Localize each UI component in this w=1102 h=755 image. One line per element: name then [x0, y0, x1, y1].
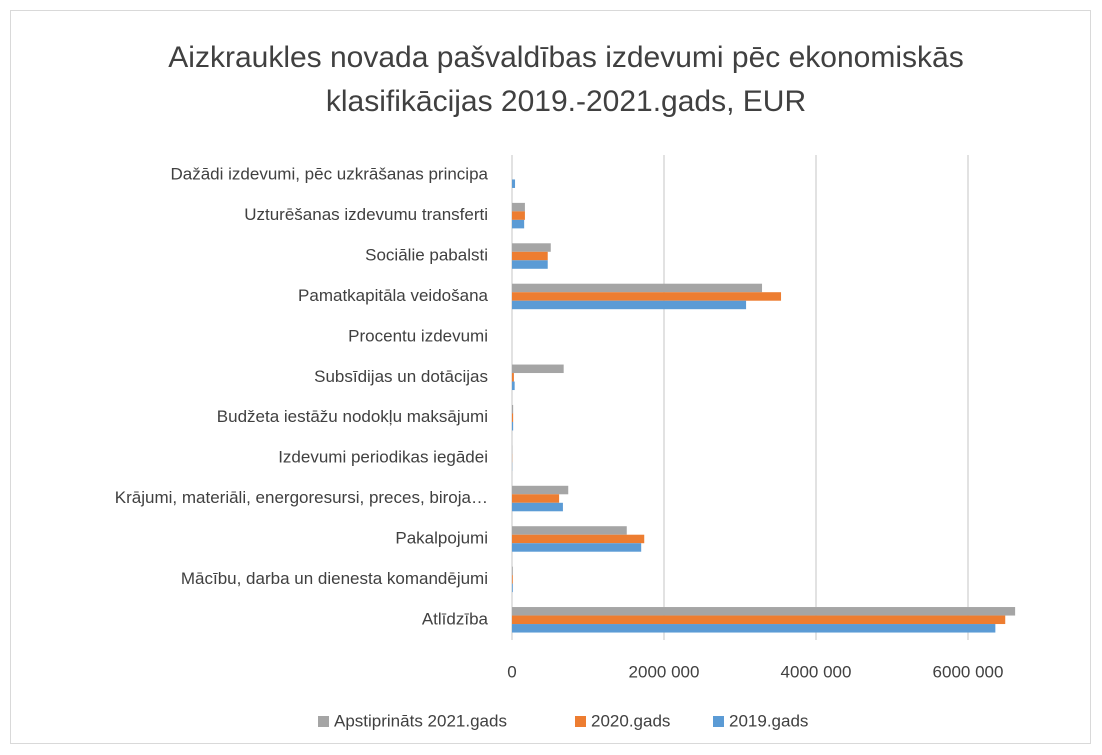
bar — [512, 615, 1006, 625]
bar — [512, 373, 514, 382]
legend-label: 2019.gads — [729, 711, 808, 730]
legend-label: 2020.gads — [591, 711, 670, 730]
x-tick-label: 2000 000 — [629, 662, 700, 681]
legend-swatch — [713, 716, 724, 727]
y-tick-label: Budžeta iestāžu nodokļu maksājumi — [217, 407, 488, 426]
bar — [512, 583, 513, 593]
y-tick-label: Uzturēšanas izdevumu transferti — [244, 205, 488, 224]
bar — [512, 485, 569, 495]
bar — [512, 494, 560, 503]
bar — [512, 526, 627, 535]
x-tick-label: 0 — [507, 662, 516, 681]
bar — [512, 219, 525, 229]
bar — [512, 607, 1016, 616]
bar — [512, 534, 645, 544]
bar — [512, 624, 996, 633]
bar — [512, 566, 513, 576]
y-tick-label: Atlīdzība — [422, 609, 489, 628]
y-tick-label: Pakalpojumi — [395, 528, 488, 547]
legend-swatch — [575, 716, 586, 727]
legend-swatch — [318, 716, 329, 727]
chart-title: Aizkraukles novada pašvaldības izdevumi … — [168, 41, 964, 118]
chart-border — [10, 10, 1091, 744]
bar — [512, 283, 763, 293]
bar — [512, 292, 782, 301]
bar — [512, 202, 525, 212]
x-tick-label: 4000 000 — [781, 662, 852, 681]
bar — [512, 543, 642, 552]
y-tick-label: Sociālie pabalsti — [365, 246, 488, 265]
bar — [512, 404, 514, 414]
y-tick-label: Subsīdijas un dotācijas — [314, 367, 488, 386]
y-tick-label: Mācību, darba un dienesta komandējumi — [181, 569, 488, 588]
bar — [512, 421, 514, 431]
x-tick-label: 6000 000 — [933, 662, 1004, 681]
bar — [512, 413, 514, 422]
y-tick-label: Procentu izdevumi — [348, 326, 488, 345]
bar — [512, 179, 516, 188]
y-tick-label: Dažādi izdevumi, pēc uzkrāšanas principa — [171, 165, 489, 184]
bar — [512, 502, 563, 512]
y-tick-label: Krājumi, materiāli, energoresursi, prece… — [115, 488, 488, 507]
bar — [512, 575, 513, 584]
bar — [512, 364, 564, 374]
bar — [512, 211, 525, 220]
bar — [512, 381, 515, 391]
bar — [512, 260, 548, 269]
legend-label: Apstiprināts 2021.gads — [334, 711, 507, 730]
y-tick-label: Izdevumi periodikas iegādei — [278, 448, 488, 467]
y-tick-label: Pamatkapitāla veidošana — [298, 286, 489, 305]
bar — [512, 243, 551, 252]
bar — [512, 300, 747, 310]
bar — [512, 251, 548, 261]
